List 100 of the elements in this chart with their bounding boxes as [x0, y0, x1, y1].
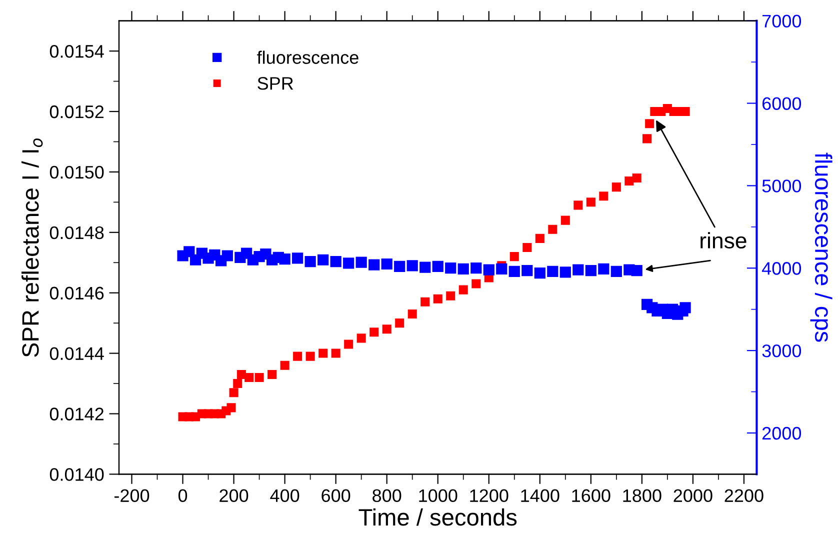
point: [236, 370, 246, 379]
point: [612, 182, 621, 192]
y-tick-label: 0.0146: [50, 286, 104, 300]
point: [343, 258, 354, 269]
x-axis-title: Time / seconds: [358, 508, 517, 526]
x-tick-label: 1600: [572, 489, 610, 502]
x-tick-label: 800: [372, 489, 402, 502]
x-tick-label: 1200: [470, 489, 508, 502]
y2-tick-label: 6000: [762, 97, 802, 110]
point: [642, 134, 652, 144]
x-tick-label: 2200: [724, 489, 764, 502]
point: [279, 253, 290, 265]
point: [446, 291, 456, 300]
point: [548, 224, 558, 234]
point: [458, 263, 469, 274]
point: [420, 297, 430, 306]
point: [268, 370, 277, 379]
point: [572, 264, 584, 276]
x-tick-label: 1400: [521, 489, 560, 502]
point: [330, 256, 342, 268]
point: [585, 265, 596, 276]
point: [318, 254, 329, 266]
point: [395, 318, 404, 328]
y-tick-label: 0.0152: [50, 105, 104, 118]
point: [394, 260, 406, 272]
point: [510, 252, 519, 262]
point: [184, 246, 195, 258]
point: [306, 352, 315, 361]
point: [318, 348, 328, 358]
point: [458, 285, 468, 294]
point: [534, 268, 546, 279]
point: [406, 260, 418, 272]
point: [624, 176, 634, 186]
x-tick-label: 1000: [419, 489, 458, 502]
y-tick-label: 0.0142: [50, 408, 104, 420]
point: [508, 266, 520, 277]
point: [632, 173, 642, 183]
point: [408, 309, 417, 319]
x-tick-label: 1800: [623, 489, 662, 502]
point: [574, 200, 583, 210]
point: [432, 260, 444, 272]
y2-tick-label: 4000: [762, 262, 802, 275]
point: [560, 266, 571, 278]
point: [631, 265, 642, 276]
point: [344, 340, 354, 349]
y2-tick-label: 3000: [762, 344, 802, 358]
x-tick-label: 2000: [674, 489, 712, 502]
point: [496, 263, 508, 274]
y2-tick-label: 5000: [762, 180, 802, 192]
point: [370, 328, 379, 337]
point: [420, 262, 431, 273]
point: [680, 302, 691, 314]
y-tick-label: 0.0140: [50, 468, 104, 481]
point: [244, 372, 254, 382]
y-tick-label: 0.0148: [50, 226, 104, 240]
point: [356, 256, 367, 268]
point: [472, 279, 481, 288]
point: [222, 250, 233, 262]
point: [535, 234, 544, 243]
legend-label: SPR: [258, 77, 294, 90]
y-tick-label: 0.0144: [50, 347, 104, 360]
point: [586, 198, 596, 207]
point: [292, 252, 304, 264]
x-tick-label: 600: [322, 489, 350, 502]
legend-label: fluorescence: [257, 50, 358, 64]
annotation: rinse: [700, 232, 746, 249]
point: [598, 263, 610, 274]
point: [356, 334, 366, 343]
x-tick-label: 200: [220, 489, 248, 502]
point: [293, 352, 302, 361]
y2-axis-title: fluorescence / cps: [810, 152, 832, 342]
point: [470, 262, 482, 274]
y-tick-label: 0.0154: [50, 44, 104, 58]
point: [368, 259, 380, 270]
y-tick-label: 0.0150: [50, 166, 104, 179]
point: [304, 256, 316, 268]
point: [610, 266, 622, 277]
x-tick-label: 400: [270, 489, 300, 502]
point: [645, 119, 654, 128]
point: [254, 372, 264, 382]
point: [483, 264, 494, 276]
point: [280, 360, 290, 370]
y2-tick-label: 7000: [762, 14, 802, 28]
point: [382, 324, 392, 334]
x-tick-label: -200: [114, 489, 150, 502]
x-tick-label: 0: [178, 489, 188, 502]
point: [522, 265, 533, 276]
point: [331, 348, 340, 358]
y2-tick-label: 2000: [762, 426, 802, 440]
point: [445, 262, 456, 274]
point: [522, 242, 532, 252]
point: [229, 388, 238, 398]
point: [433, 294, 442, 304]
y-axis-title: SPR reflectance I / I$_{o}$: [22, 138, 43, 357]
point: [560, 216, 570, 225]
point: [226, 403, 236, 412]
point: [381, 258, 392, 270]
point: [599, 192, 608, 201]
point: [547, 266, 558, 277]
point: [233, 379, 242, 388]
